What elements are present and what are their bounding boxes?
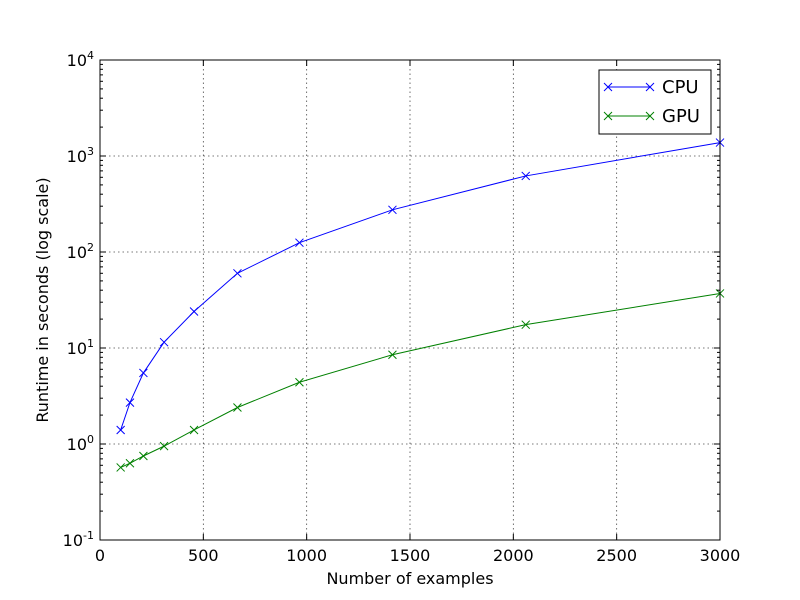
y-axis-label: Runtime in seconds (log scale)	[33, 177, 52, 422]
data-point-gpu	[139, 451, 148, 461]
y-tick-label: 104	[67, 49, 94, 70]
x-tick-labels: 0 500 1000 1500 2000 2500 3000	[95, 546, 740, 565]
data-point-gpu	[116, 463, 126, 472]
data-point-gpu	[521, 320, 531, 330]
x-tick-label: 1500	[390, 546, 431, 565]
data-point-cpu	[116, 425, 126, 435]
series-line-cpu	[120, 142, 721, 431]
x-tick-label: 1000	[286, 546, 327, 565]
data-point-gpu	[125, 458, 135, 468]
y-tick-label: 103	[67, 145, 94, 166]
data-point-cpu	[388, 205, 397, 215]
data-point-gpu	[233, 403, 242, 412]
legend: CPU GPU	[598, 69, 712, 135]
data-point-cpu	[521, 171, 531, 181]
y-tick-label: 10-1	[63, 529, 94, 550]
y-tick-labels: 10-1 100 101 102 103 104	[63, 49, 94, 550]
data-point-cpu	[189, 307, 199, 316]
legend-gpu-marker-left	[603, 111, 613, 121]
y-tick-label: 100	[67, 433, 94, 454]
legend-box	[598, 69, 712, 135]
data-point-cpu	[233, 268, 242, 278]
x-axis-label: Number of examples	[326, 569, 493, 588]
data-point-gpu	[159, 441, 169, 451]
x-tick-label: 2000	[493, 546, 534, 565]
x-tick-label: 0	[95, 546, 105, 565]
y-tick-label: 101	[67, 337, 94, 358]
legend-cpu-marker-left	[603, 82, 613, 92]
legend-cpu-label: CPU	[662, 77, 699, 98]
x-tick-label: 3000	[700, 546, 741, 565]
data-point-gpu	[295, 377, 304, 387]
data-point-cpu	[295, 238, 304, 248]
legend-gpu-label: GPU	[662, 106, 700, 127]
data-point-gpu	[189, 425, 199, 435]
y-tick-label: 102	[67, 241, 94, 262]
legend-cpu-marker-right	[645, 82, 655, 92]
data-point-gpu	[388, 350, 397, 360]
data-point-cpu	[139, 368, 148, 378]
grid-lines	[100, 60, 720, 540]
data-point-cpu	[159, 337, 169, 347]
x-tick-label: 500	[188, 546, 219, 565]
series-layer	[116, 138, 725, 472]
series-line-gpu	[120, 292, 721, 468]
data-point-cpu	[125, 398, 135, 407]
ticks	[99, 59, 721, 541]
legend-gpu-marker-right	[645, 111, 655, 121]
x-tick-label: 2500	[596, 546, 637, 565]
